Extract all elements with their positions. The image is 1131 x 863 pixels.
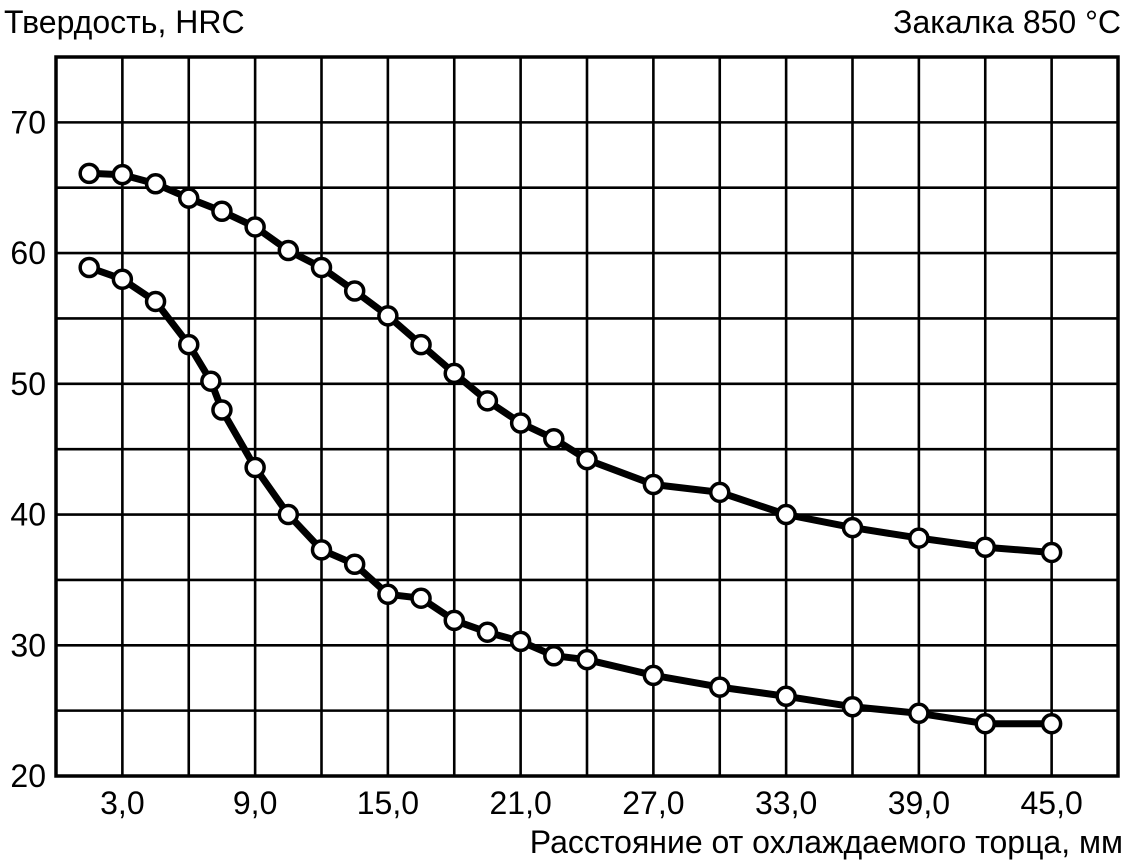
data-point — [277, 239, 300, 262]
y-tick-label: 30 — [10, 627, 46, 663]
data-point — [410, 333, 432, 356]
x-tick-label: 39,0 — [888, 785, 950, 821]
data-point — [841, 516, 864, 539]
data-point — [144, 173, 167, 195]
data-point — [310, 256, 333, 279]
data-point — [709, 481, 731, 504]
data-point — [543, 644, 565, 667]
data-point — [543, 427, 565, 450]
x-tick-label: 33,0 — [755, 785, 817, 821]
y-tick-label: 40 — [10, 497, 46, 533]
data-point — [111, 163, 134, 186]
data-point — [576, 648, 598, 671]
chart-title: Закалка 850 °C — [893, 4, 1121, 40]
x-tick-label: 15,0 — [357, 785, 419, 821]
series-line-2 — [85, 264, 1056, 728]
plot-frame — [54, 55, 1120, 778]
y-tick-label: 20 — [10, 758, 46, 794]
y-axis-label: Твердость, HRC — [4, 4, 245, 40]
data-point — [200, 370, 222, 392]
data-point — [244, 456, 266, 479]
x-axis-label: Расстояние от охлаждаемого торца, мм — [529, 824, 1123, 860]
x-tick-label: 27,0 — [622, 785, 684, 821]
data-point — [642, 473, 665, 496]
data-point — [377, 583, 399, 606]
y-tick-label: 60 — [10, 235, 46, 271]
data-point — [775, 685, 797, 708]
data-point — [908, 527, 930, 549]
data-point — [908, 702, 930, 725]
data-point — [841, 695, 864, 718]
y-tick-label: 50 — [10, 366, 46, 402]
data-point — [1040, 712, 1063, 735]
data-point — [509, 412, 532, 434]
data-point — [443, 609, 465, 632]
data-point — [509, 630, 532, 653]
data-point — [343, 553, 366, 575]
x-tick-label: 45,0 — [1020, 785, 1082, 821]
data-point — [144, 290, 167, 313]
data-point — [775, 503, 797, 526]
data-point — [576, 448, 598, 471]
data-point — [476, 621, 499, 643]
data-point — [277, 503, 300, 526]
data-point — [111, 268, 134, 290]
data-point — [410, 587, 432, 609]
x-tick-label: 3,0 — [100, 785, 144, 821]
data-point — [443, 362, 465, 385]
data-point — [476, 390, 499, 412]
data-point — [211, 200, 233, 223]
data-point — [310, 539, 333, 561]
x-tick-label: 21,0 — [489, 785, 551, 821]
data-point — [974, 536, 996, 558]
y-tick-label: 70 — [10, 104, 46, 140]
x-tick-label: 9,0 — [233, 785, 277, 821]
data-point — [974, 712, 996, 735]
data-point — [78, 162, 100, 185]
data-point — [377, 305, 399, 327]
data-point — [642, 664, 665, 687]
data-point — [1040, 541, 1063, 564]
data-point — [343, 280, 366, 302]
data-point — [709, 676, 731, 698]
data-point — [211, 399, 233, 421]
data-point — [178, 187, 200, 209]
data-point — [178, 333, 200, 356]
series-line-1 — [85, 169, 1056, 556]
data-point — [78, 256, 100, 279]
data-point — [244, 216, 266, 238]
